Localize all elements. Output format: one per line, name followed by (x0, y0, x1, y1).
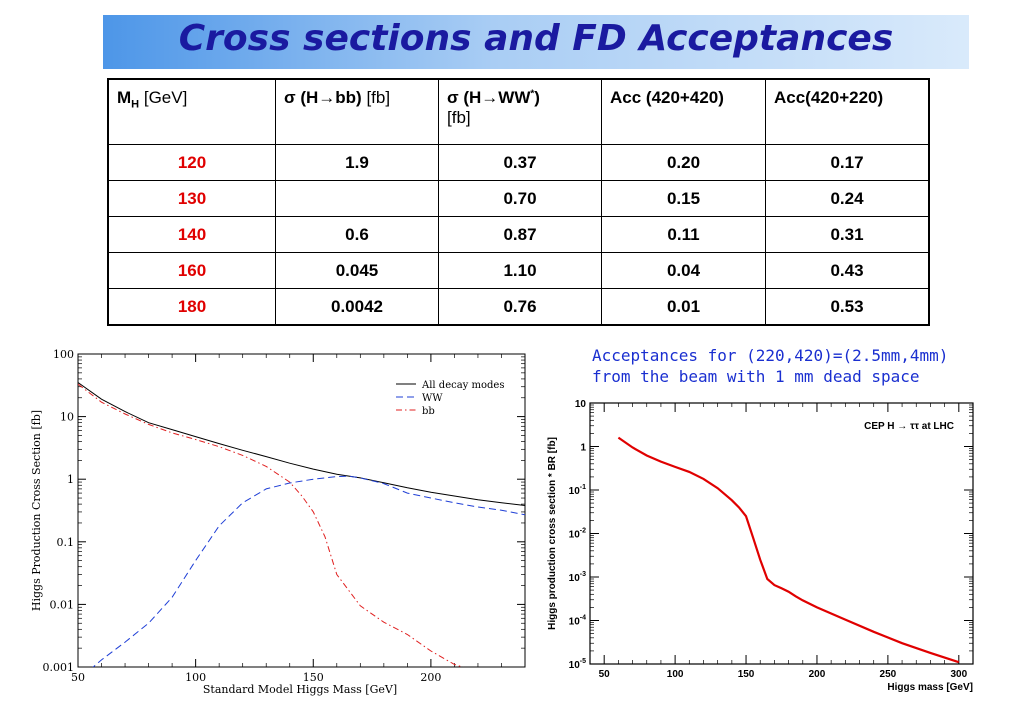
x-tick-label: 50 (71, 671, 85, 684)
cell-acc-420-220: 0.53 (765, 288, 930, 326)
legend-label: bb (422, 406, 435, 417)
cell-mass: 160 (107, 252, 276, 289)
plot-frame (589, 402, 974, 665)
cell-sigma-bb (275, 180, 439, 217)
y-tick-label: 10 (575, 399, 587, 410)
cell-sigma-bb: 0.045 (275, 252, 439, 289)
x-axis-label: Higgs mass [GeV] (887, 682, 973, 693)
y-axis-label: Higgs production cross section * BR [fb] (547, 437, 558, 630)
x-tick-label: 100 (185, 671, 206, 684)
x-tick-label: 50 (599, 669, 611, 680)
tautau-chart: 10-5 10-4 10-3 10-2 10-1 1 10 50 100 150 200 250 300… (547, 399, 974, 693)
y-tick-label: 0.001 (43, 661, 75, 674)
cell-acc-420-220: 0.17 (765, 144, 930, 181)
x-tick-label: 150 (303, 671, 324, 684)
y-tick-label: 1 (67, 473, 74, 486)
series-line-curve (617, 436, 960, 664)
table-row: 160 0.045 1.10 0.04 0.43 (107, 252, 930, 289)
table-row: 180 0.0042 0.76 0.01 0.53 (107, 288, 930, 326)
y-tick-label: 10-5 (569, 658, 586, 671)
x-tick-label: 100 (667, 669, 684, 680)
page-title: Cross sections and FD Acceptances (178, 18, 894, 59)
series-line-all-decay-modes (78, 382, 525, 506)
header-mass: MH [GeV] (107, 78, 276, 145)
header-sigma-bb: σ (H→bb) [fb] (275, 78, 439, 145)
cell-acc-420-420: 0.01 (601, 288, 766, 326)
acceptance-note-line: Acceptances for (220,420)=(2.5mm,4mm) (592, 346, 949, 365)
y-tick-label: 10-2 (569, 528, 586, 541)
y-tick-label: 10-3 (569, 571, 586, 584)
header-acc-420-220: Acc(420+220) (765, 78, 930, 145)
cell-acc-420-420: 0.15 (601, 180, 766, 217)
y-tick-label: 100 (53, 348, 74, 361)
cell-sigma-ww: 0.70 (438, 180, 602, 217)
y-tick-label: 0.01 (50, 598, 75, 611)
series-line-bb (78, 383, 464, 667)
cell-acc-420-220: 0.43 (765, 252, 930, 289)
table-row: 140 0.6 0.87 0.11 0.31 (107, 216, 930, 253)
y-tick-label: 10-1 (569, 484, 586, 497)
x-tick-label: 200 (420, 671, 441, 684)
cell-sigma-ww: 0.37 (438, 144, 602, 181)
y-tick-label: 10-4 (569, 615, 586, 628)
y-tick-label: 0.1 (57, 536, 75, 549)
x-tick-label: 300 (950, 669, 967, 680)
table-header-row: MH [GeV] σ (H→bb) [fb] σ (H→WW*) [fb] Acc… (107, 78, 930, 145)
series-line-ww (92, 475, 525, 667)
cell-mass: 180 (107, 288, 276, 326)
cell-acc-420-220: 0.31 (765, 216, 930, 253)
cell-sigma-bb: 1.9 (275, 144, 439, 181)
cell-acc-420-420: 0.20 (601, 144, 766, 181)
cross-section-chart: 0.001 0.01 0.1 1 10 100 50 100 150 200 Standard Mo… (30, 348, 526, 696)
x-tick-label: 200 (809, 669, 826, 680)
y-axis-label: Higgs Production Cross Section [fb] (30, 410, 43, 611)
cell-mass: 140 (107, 216, 276, 253)
cell-sigma-bb: 0.6 (275, 216, 439, 253)
legend-label: All decay modes (421, 380, 504, 391)
cell-sigma-bb: 0.0042 (275, 288, 439, 326)
cell-sigma-ww: 1.10 (438, 252, 602, 289)
cell-acc-420-420: 0.04 (601, 252, 766, 289)
cell-mass: 120 (107, 144, 276, 181)
x-tick-label: 250 (880, 669, 897, 680)
title-banner: Cross sections and FD Acceptances (103, 15, 969, 69)
acceptance-note: Acceptances for (220,420)=(2.5mm,4mm) fr… (592, 345, 1012, 387)
acceptance-note-line: from the beam with 1 mm dead space (592, 367, 920, 386)
table-row: 130 0.70 0.15 0.24 (107, 180, 930, 217)
header-acc-420-420: Acc (420+420) (601, 78, 766, 145)
table-row: 120 1.9 0.37 0.20 0.17 (107, 144, 930, 181)
cell-sigma-ww: 0.76 (438, 288, 602, 326)
cell-mass: 130 (107, 180, 276, 217)
y-tick-label: 1 (580, 443, 586, 454)
plot-frame (77, 353, 526, 668)
x-axis-label: Standard Model Higgs Mass [GeV] (203, 683, 397, 696)
cross-section-table: MH [GeV] σ (H→bb) [fb] σ (H→WW*) [fb] Acc… (107, 78, 930, 326)
header-sigma-ww: σ (H→WW*) [fb] (438, 78, 602, 145)
chart-title: CEP H → ττ at LHC (864, 421, 954, 432)
cell-sigma-ww: 0.87 (438, 216, 602, 253)
y-tick-label: 10 (60, 411, 74, 424)
x-tick-label: 150 (738, 669, 755, 680)
cell-acc-420-220: 0.24 (765, 180, 930, 217)
cell-acc-420-420: 0.11 (601, 216, 766, 253)
legend-label: WW (422, 393, 443, 404)
